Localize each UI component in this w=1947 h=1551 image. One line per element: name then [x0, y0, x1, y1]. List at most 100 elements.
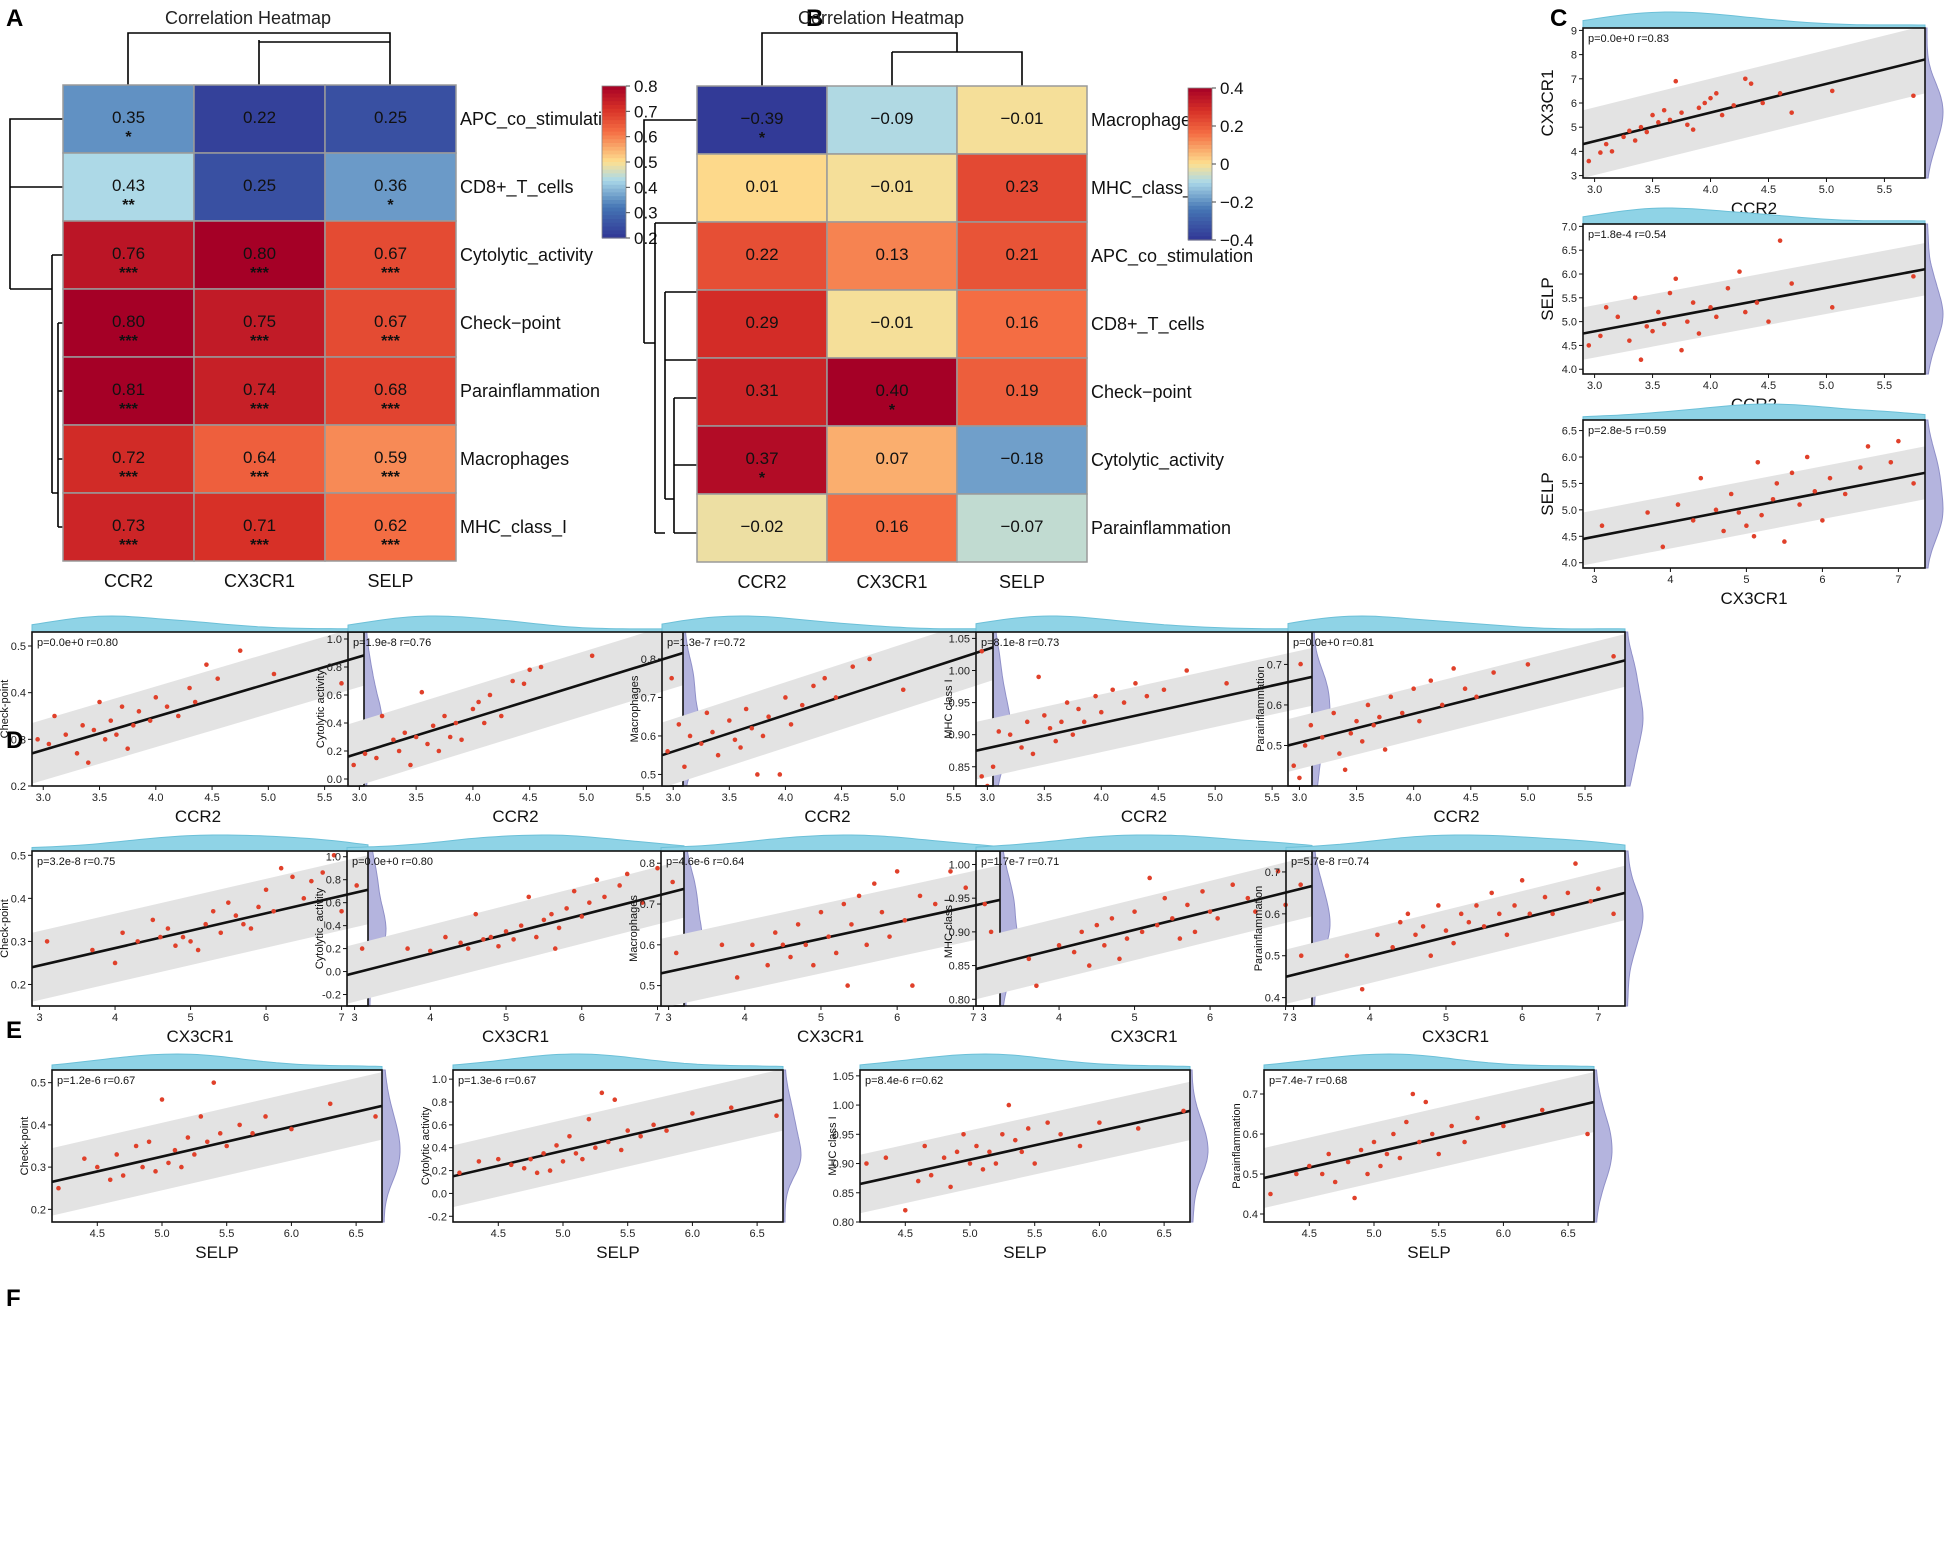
data-point — [665, 749, 670, 754]
data-point — [1725, 285, 1731, 291]
data-point — [1375, 932, 1380, 938]
data-point — [841, 901, 847, 907]
x-tick-label: 5.0 — [1819, 380, 1834, 392]
y-axis-title: Parainflammation — [1253, 886, 1265, 972]
y-tick-label: 0.0 — [432, 1188, 447, 1200]
row-label: Macrophages — [460, 449, 569, 469]
data-point — [704, 710, 710, 716]
data-point — [902, 1208, 908, 1213]
data-point — [125, 746, 130, 751]
data-point — [120, 930, 125, 936]
data-point — [97, 699, 102, 705]
cell-value: 0.43 — [112, 176, 145, 195]
regression-line — [1583, 58, 1925, 146]
data-point — [587, 900, 592, 905]
data-point — [1139, 929, 1145, 935]
data-point — [1661, 321, 1667, 327]
y-tick-label: 1.05 — [833, 1071, 854, 1083]
plot-frame — [1582, 223, 1926, 375]
data-point — [564, 906, 569, 911]
x-tick-label: 5.5 — [946, 792, 961, 804]
legend-swatch — [1188, 221, 1212, 226]
data-point — [1782, 539, 1787, 544]
x-tick-label: 6 — [1207, 1012, 1213, 1024]
x-axis-title: SELP — [1003, 1243, 1046, 1262]
legend-swatch — [602, 184, 626, 190]
data-point — [192, 1152, 197, 1157]
legend-swatch — [602, 200, 626, 205]
y-tick-label: 6.5 — [1562, 245, 1577, 257]
data-point — [173, 943, 178, 949]
data-point — [1388, 694, 1394, 700]
y-axis-title: Macrophages — [628, 895, 640, 962]
data-point — [248, 926, 254, 931]
data-point — [1466, 919, 1472, 925]
data-point — [1586, 158, 1592, 164]
data-point — [1609, 149, 1615, 154]
row-label: Check−point — [1091, 382, 1192, 402]
x-tick-label: 4.5 — [1761, 184, 1776, 196]
data-point — [541, 917, 547, 923]
x-tick-label: 3 — [980, 1012, 986, 1024]
data-point — [594, 877, 600, 883]
data-point — [1708, 95, 1713, 101]
legend-swatch — [602, 158, 626, 163]
stat-annotation: p=0.0e+0 r=0.80 — [37, 637, 118, 649]
column-label: CX3CR1 — [856, 572, 927, 592]
y-axis-title: Check-point — [19, 1117, 31, 1176]
x-axis-title: CCR2 — [1121, 807, 1167, 826]
y-axis-title: Cytolytic_activity — [314, 887, 326, 969]
plot-frame — [31, 850, 369, 1007]
data-point — [1525, 662, 1531, 667]
plot-frame — [346, 850, 685, 1007]
data-point — [1377, 714, 1382, 720]
data-point — [508, 1162, 514, 1168]
data-point — [887, 934, 892, 939]
cell-significance: ** — [122, 197, 135, 214]
cell-value: 0.62 — [374, 516, 407, 535]
y-tick-label: 0.4 — [327, 718, 342, 730]
data-point — [833, 695, 839, 700]
data-point — [133, 1143, 139, 1149]
heatmap-cell — [324, 288, 457, 358]
y-axis-title: Cytolytic activity — [315, 669, 327, 748]
heatmap-cell — [696, 425, 828, 495]
legend-swatch — [1188, 152, 1212, 157]
y-axis-title: Parainflammation — [1231, 1103, 1243, 1189]
x-tick-label: 3.5 — [1645, 184, 1660, 196]
stat-annotation: p=8.1e-8 r=0.73 — [981, 637, 1059, 649]
data-point — [640, 900, 645, 905]
data-point — [1161, 687, 1167, 693]
data-point — [289, 1126, 294, 1132]
legend-swatch — [602, 89, 626, 95]
data-point — [710, 729, 715, 735]
heatmap-cell — [956, 153, 1088, 223]
data-point — [599, 1090, 605, 1096]
row-label: Cytolytic_activity — [1091, 450, 1224, 471]
heatmap-cell — [826, 493, 958, 563]
data-point — [1411, 686, 1416, 692]
data-point — [74, 751, 80, 756]
cell-significance: *** — [381, 537, 400, 554]
column-dendrogram — [761, 32, 1023, 86]
data-point — [1378, 1163, 1383, 1169]
data-point — [233, 913, 239, 918]
cell-significance: *** — [119, 469, 138, 486]
plot-area — [1583, 238, 1925, 363]
legend-swatch — [1188, 160, 1212, 165]
legend-swatch — [1188, 213, 1212, 218]
x-tick-label: 5 — [1743, 574, 1749, 586]
legend-swatch — [602, 173, 626, 178]
x-tick-label: 4.5 — [834, 792, 849, 804]
data-point — [1638, 124, 1644, 130]
data-point — [1416, 1139, 1422, 1145]
cell-significance: *** — [119, 333, 138, 350]
data-point — [1109, 916, 1115, 921]
data-point — [278, 865, 284, 871]
row-label: Parainflammation — [1091, 518, 1231, 538]
y-tick-label: 0.5 — [641, 769, 656, 781]
scatter-f1: 4.5 5.0 5.5 6.0 6.5 0.2 0.3 0.4 0.5 p=1.2e-6 r=0.… — [19, 1053, 401, 1262]
y-density — [1189, 1069, 1209, 1223]
data-point — [1888, 459, 1894, 465]
data-point — [402, 730, 408, 736]
